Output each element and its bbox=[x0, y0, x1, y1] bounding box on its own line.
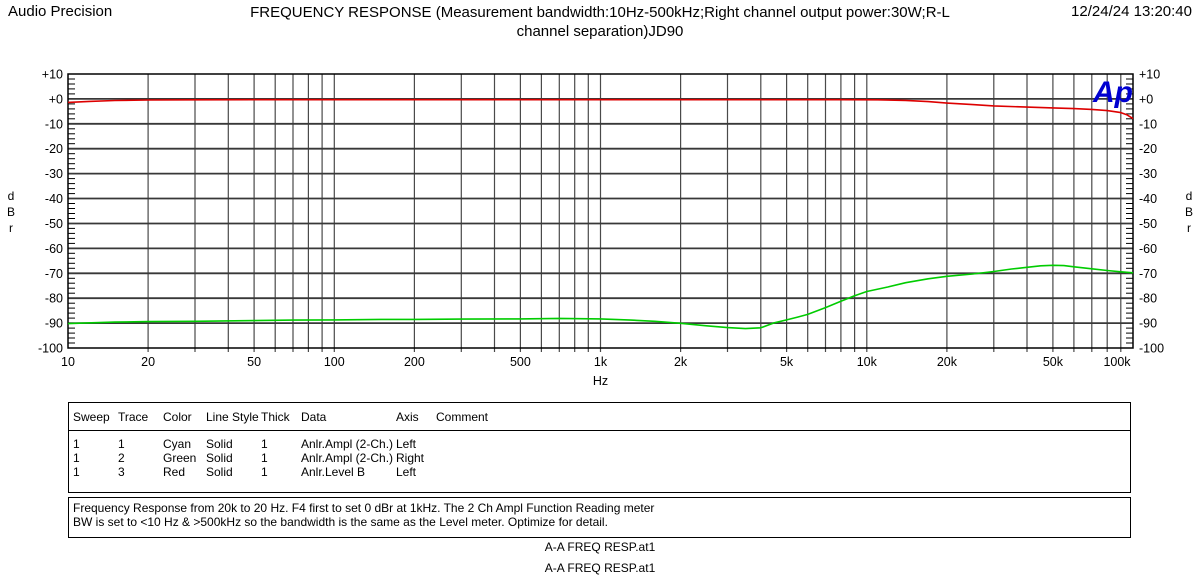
legend-row3-linestyle: Solid bbox=[206, 465, 233, 479]
legend-header-sweep: Sweep bbox=[73, 410, 110, 424]
trace-legend-table: Sweep Trace Color Line Style Thick Data … bbox=[68, 402, 1131, 493]
y-tick-label-left: +10 bbox=[42, 68, 63, 82]
y-tick-label-right: -20 bbox=[1139, 142, 1157, 156]
legend-row2-thick: 1 bbox=[261, 451, 268, 465]
x-axis-unit-label: Hz bbox=[593, 374, 608, 388]
page-title-line1: FREQUENCY RESPONSE (Measurement bandwidt… bbox=[250, 4, 950, 21]
y-tick-label-left: +0 bbox=[49, 92, 63, 106]
x-tick-label: 20k bbox=[937, 355, 958, 369]
legend-header-linestyle: Line Style bbox=[206, 410, 259, 424]
legend-row1-trace: 1 bbox=[118, 437, 125, 451]
brand-label: Audio Precision bbox=[8, 3, 113, 20]
legend-row1-data: Anlr.Ampl (2-Ch.) bbox=[301, 437, 394, 451]
ap-logo: Ap bbox=[1092, 76, 1133, 109]
x-tick-label: 100 bbox=[324, 355, 345, 369]
legend-row1-sweep: 1 bbox=[73, 437, 80, 451]
x-tick-label: 10k bbox=[857, 355, 878, 369]
y-tick-label-left: -40 bbox=[45, 192, 63, 206]
timestamp: 12/24/24 13:20:40 bbox=[1071, 3, 1192, 20]
x-tick-label: 100k bbox=[1103, 355, 1131, 369]
trace-ampl-2ch bbox=[67, 264, 1134, 330]
legend-row3-sweep: 1 bbox=[73, 465, 80, 479]
y-tick-label-left: -60 bbox=[45, 242, 63, 256]
y-tick-label-left: -50 bbox=[45, 217, 63, 231]
x-tick-label: 20 bbox=[141, 355, 155, 369]
y-tick-label-left: -20 bbox=[45, 142, 63, 156]
legend-header-trace: Trace bbox=[118, 410, 149, 424]
x-tick-label: 5k bbox=[780, 355, 794, 369]
legend-row3-trace: 3 bbox=[118, 465, 125, 479]
y-tick-label-right: -80 bbox=[1139, 292, 1157, 306]
legend-header-separator bbox=[69, 430, 1130, 431]
y-tick-label-left: -70 bbox=[45, 267, 63, 281]
legend-header-color: Color bbox=[163, 410, 192, 424]
y-tick-label-right: -100 bbox=[1139, 342, 1164, 356]
x-tick-label: 50 bbox=[247, 355, 261, 369]
plot-border bbox=[67, 73, 1134, 349]
legend-row1-color: Cyan bbox=[163, 437, 192, 451]
y-tick-label-right: -50 bbox=[1139, 217, 1157, 231]
legend-header-comment: Comment bbox=[436, 410, 489, 424]
y-tick-label-right: -60 bbox=[1139, 242, 1157, 256]
x-tick-label: 200 bbox=[404, 355, 425, 369]
y-tick-label-left: -80 bbox=[45, 292, 63, 306]
legend-row1-axis: Left bbox=[396, 437, 417, 451]
y-tick-label-left: -10 bbox=[45, 117, 63, 131]
legend-row3-data: Anlr.Level B bbox=[301, 465, 366, 479]
y-tick-label-left: -30 bbox=[45, 167, 63, 181]
y-tick-label-right: -70 bbox=[1139, 267, 1157, 281]
y-tick-label-left: -100 bbox=[38, 342, 63, 356]
legend-row3-axis: Left bbox=[396, 465, 417, 479]
comment-line2: BW is set to <10 Hz & >500kHz so the ban… bbox=[73, 515, 608, 529]
comment-line1: Frequency Response from 20k to 20 Hz. F4… bbox=[73, 501, 655, 515]
x-gridlines bbox=[147, 74, 1122, 352]
legend-row2-axis: Right bbox=[396, 451, 425, 465]
legend-row3-color: Red bbox=[163, 465, 186, 479]
y-tick-label-right: +10 bbox=[1139, 68, 1160, 82]
x-tick-label: 10 bbox=[61, 355, 75, 369]
comment-box: Frequency Response from 20k to 20 Hz. F4… bbox=[68, 497, 1131, 538]
test-filename-1: A-A FREQ RESP.at1 bbox=[544, 540, 656, 554]
y-tick-label-left: -90 bbox=[45, 317, 63, 331]
x-tick-labels: 10 20 50 100 200 500 1k 2k 5k 10k 20k 50k 100k bbox=[61, 355, 1131, 369]
legend-header-data: Data bbox=[301, 410, 327, 424]
legend-row2-linestyle: Solid bbox=[206, 451, 233, 465]
legend-row1-thick: 1 bbox=[261, 437, 268, 451]
x-tick-label: 500 bbox=[510, 355, 531, 369]
legend-row1-linestyle: Solid bbox=[206, 437, 233, 451]
legend-row2-data: Anlr.Ampl (2-Ch.) bbox=[301, 451, 394, 465]
page-title-line2: channel separation)JD90 bbox=[516, 23, 684, 40]
y-minor-ticks bbox=[68, 78, 1133, 344]
legend-header-axis: Axis bbox=[396, 410, 419, 424]
y-axis-label-right: d B r bbox=[1184, 189, 1193, 235]
legend-row2-sweep: 1 bbox=[73, 451, 80, 465]
x-tick-label: 50k bbox=[1043, 355, 1064, 369]
legend-row2-trace: 2 bbox=[118, 451, 125, 465]
y-tick-label-right: +0 bbox=[1139, 92, 1153, 106]
y-tick-label-right: -90 bbox=[1139, 317, 1157, 331]
x-tick-label: 1k bbox=[594, 355, 608, 369]
y-tick-label-right: -30 bbox=[1139, 167, 1157, 181]
legend-header-thick: Thick bbox=[261, 410, 290, 424]
page-title: FREQUENCY RESPONSE (Measurement bandwidt… bbox=[0, 3, 1200, 41]
y-tick-label-right: -40 bbox=[1139, 192, 1157, 206]
y-tick-label-right: -10 bbox=[1139, 117, 1157, 131]
legend-row3-thick: 1 bbox=[261, 465, 268, 479]
y-tick-labels: +10 +10 +0 +0 -10 -10 -20 -20 -30 -30 -40 -40 -50 -50… bbox=[38, 68, 1164, 356]
x-tick-label: 2k bbox=[674, 355, 688, 369]
frequency-response-chart: +10 +10 +0 +0 -10 -10 -20 -20 -30 -30 -40 -40 -50 -50… bbox=[38, 68, 1164, 389]
y-axis-label-left: d B r bbox=[6, 189, 15, 235]
legend-row2-color: Green bbox=[163, 451, 197, 465]
test-filename-2: A-A FREQ RESP.at1 bbox=[544, 561, 656, 575]
trace-level-b bbox=[67, 98, 1134, 120]
